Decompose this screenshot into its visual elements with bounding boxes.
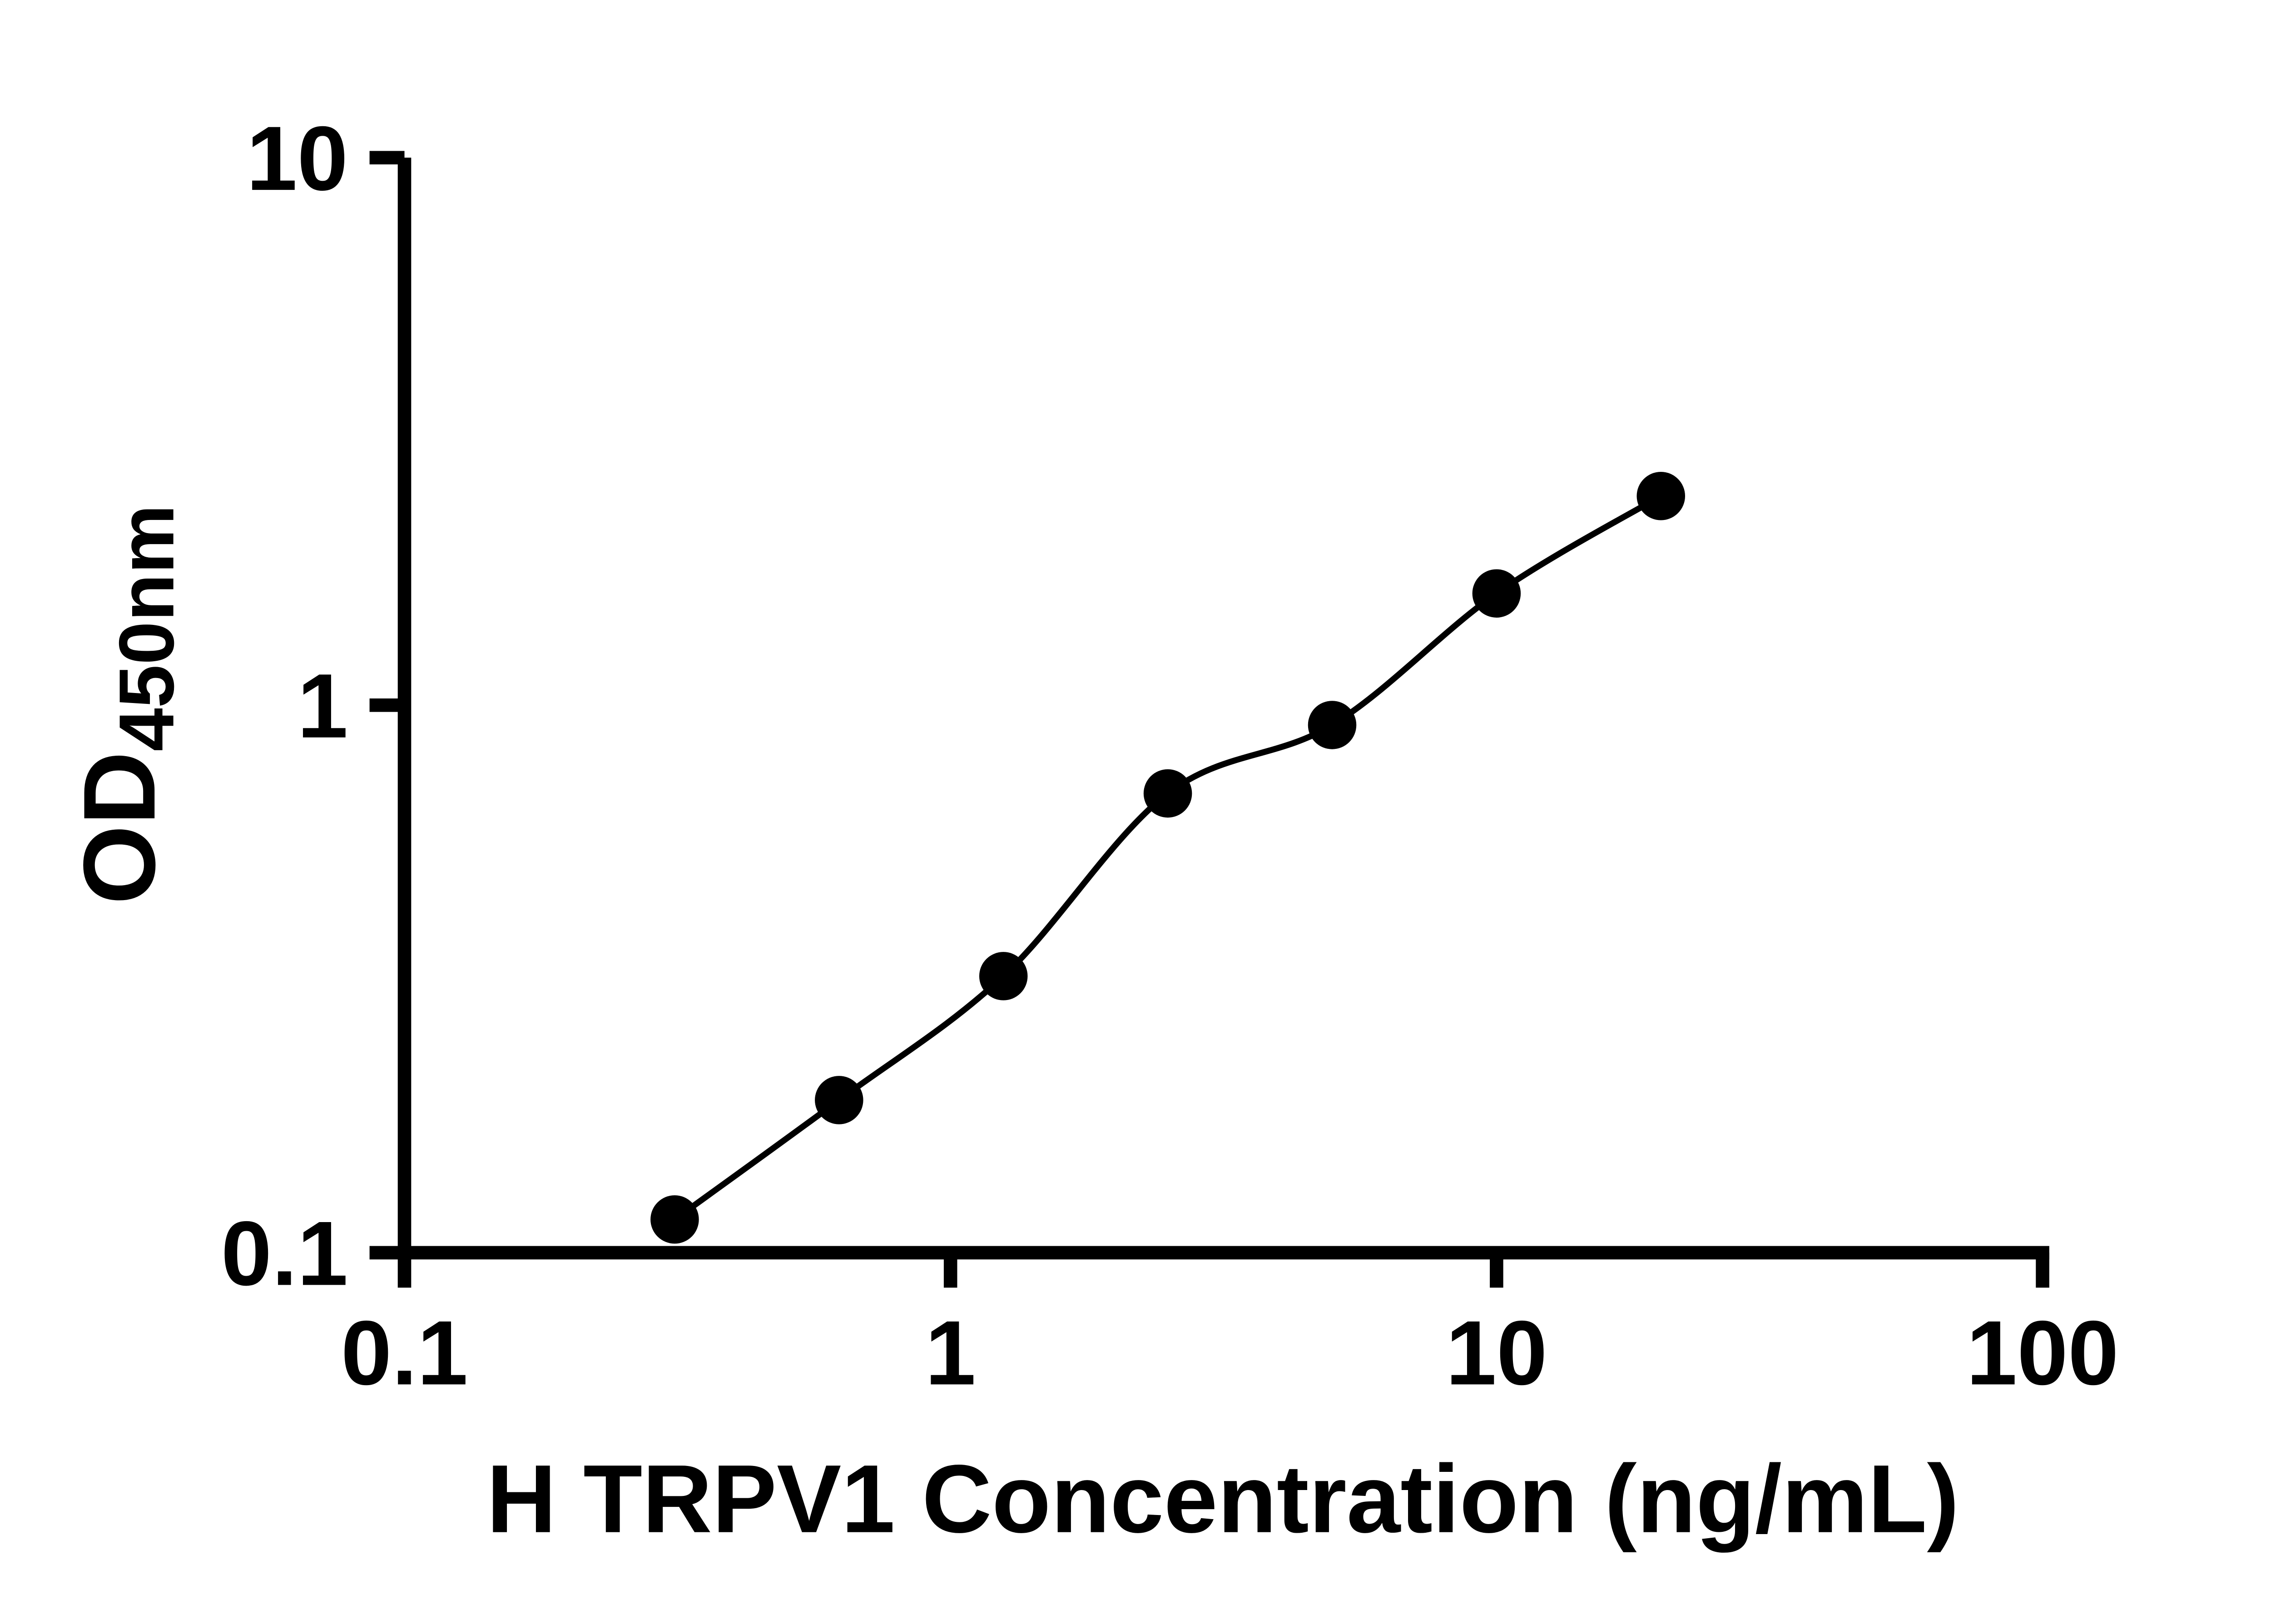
y-axis-title-subscript: 450nm [104,505,190,752]
y-axis-title: OD450nm [62,505,190,905]
x-tick-label: 0.1 [341,1302,468,1404]
data-point [1143,769,1192,818]
x-tick-label: 1 [925,1302,976,1404]
data-point [815,1076,863,1124]
x-tick-label: 10 [1446,1302,1547,1404]
y-axis-title-main: OD [62,752,176,905]
y-tick-label: 0.1 [221,1202,348,1304]
data-point [1472,569,1521,618]
data-point [1636,471,1686,520]
plot-area: 0.1 1 10 100 0.1 1 10 [221,107,2119,1404]
data-point [979,952,1028,1000]
y-tick-label: 10 [247,107,348,209]
x-axis-title: H TRPV1 Concentration (ng/mL) [486,1445,1959,1553]
y-tick-label: 1 [297,655,348,757]
data-point [1308,701,1357,749]
x-tick-label: 100 [1966,1302,2119,1404]
data-point [650,1195,699,1244]
